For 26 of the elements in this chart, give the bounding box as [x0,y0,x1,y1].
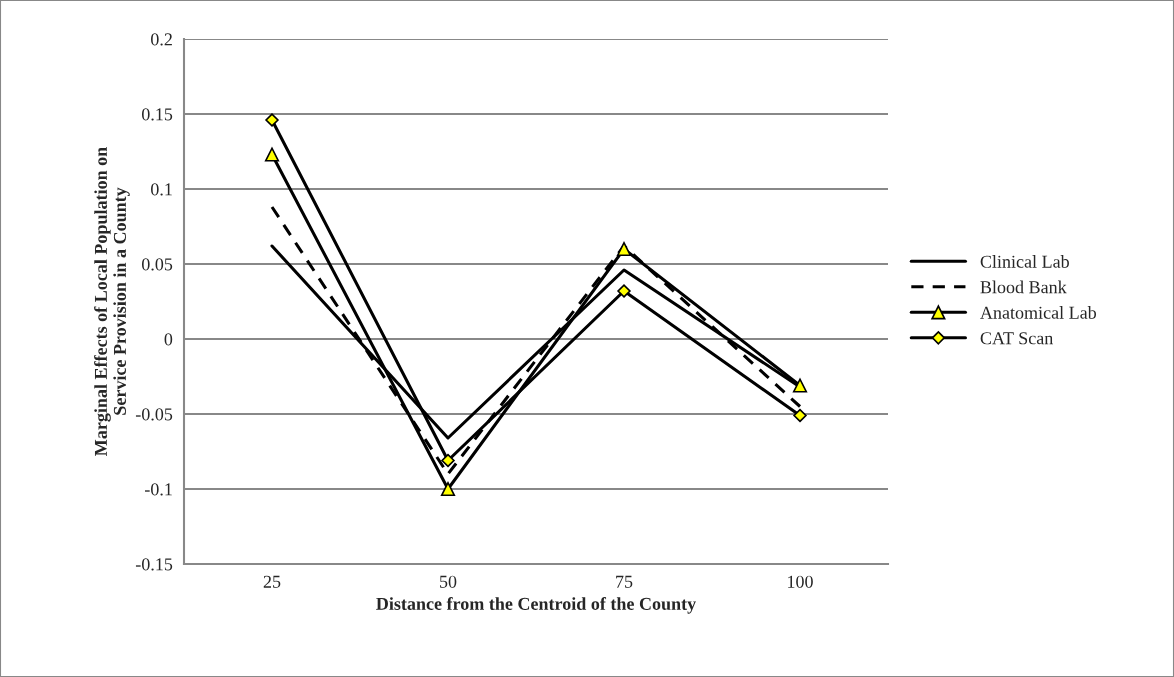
x-tick-label: 25 [263,575,281,588]
y-tick-label: 0.1 [151,183,172,196]
y-tick-label: -0.05 [135,408,173,421]
y-tick-label: -0.1 [144,483,172,496]
point [264,147,280,162]
legend-label: Anatomical Lab [980,306,1097,319]
legend-label: Clinical Lab [980,255,1069,268]
y-tick-label: 0.2 [151,33,172,46]
point [441,453,455,468]
x-tick-label: 100 [788,575,813,588]
y-tick-label: 0.15 [141,108,173,121]
y-tick-label: 0 [164,333,173,346]
legend-label: Blood Bank [980,280,1067,294]
point [793,408,807,423]
x-tick-label: 50 [440,575,457,588]
y-axis-title: Marginal Effects of Local Population on Service Provision in a County [94,147,130,456]
legend-label: CAT Scan [980,332,1054,345]
point [265,113,279,127]
point [792,378,808,393]
x-axis-title: Distance from the Centroid of the County [376,597,696,614]
point [440,481,456,497]
y-tick-label: 0.05 [141,258,173,271]
x-tick-label: 75 [616,575,633,588]
point [617,284,631,298]
y-tick-label: -0.15 [135,558,173,571]
point [616,241,632,257]
